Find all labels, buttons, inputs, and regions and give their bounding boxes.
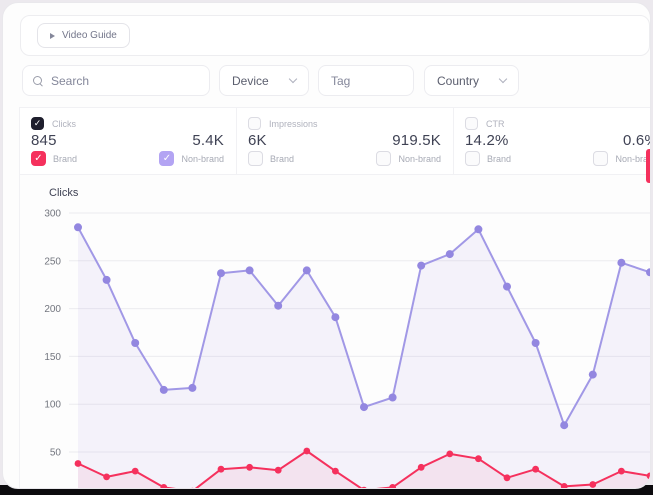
chart-title: Clicks xyxy=(49,187,79,199)
backdrop-bottom-strip xyxy=(0,485,653,495)
svg-text:50: 50 xyxy=(50,448,62,459)
play-icon xyxy=(50,32,55,39)
brand-checkbox[interactable] xyxy=(248,151,263,166)
nonbrand-label: Non-brand xyxy=(181,153,224,164)
svg-text:200: 200 xyxy=(44,304,61,315)
metric-card-ctr: CTR 14.2% 0.6% Brand Non-brand xyxy=(454,108,650,174)
svg-text:300: 300 xyxy=(44,209,61,220)
clicks-metric-checkbox[interactable] xyxy=(31,117,44,130)
brand-value: 14.2% xyxy=(465,132,509,149)
video-guide-label: Video Guide xyxy=(62,30,117,41)
brand-checkbox[interactable] xyxy=(31,151,46,166)
nonbrand-checkbox[interactable] xyxy=(593,151,609,166)
video-guide-card: Video Guide xyxy=(20,15,650,56)
metric-title: CTR xyxy=(486,118,505,129)
svg-text:150: 150 xyxy=(44,352,61,363)
device-select-label: Device xyxy=(232,73,269,88)
brand-value: 6K xyxy=(248,132,267,149)
nonbrand-checkbox[interactable] xyxy=(159,151,175,166)
nonbrand-label: Non-brand xyxy=(615,153,650,164)
nonbrand-value: 919.5K xyxy=(392,132,441,149)
app-window: Video Guide Device Country Clicks 845 5.… xyxy=(2,2,651,489)
ctr-metric-checkbox[interactable] xyxy=(465,117,478,130)
nonbrand-value: 0.6% xyxy=(623,132,650,149)
brand-label: Brand xyxy=(487,153,512,164)
country-select-label: Country xyxy=(437,73,480,88)
tag-input-wrapper xyxy=(318,65,414,96)
search-input[interactable] xyxy=(51,73,199,88)
search-icon xyxy=(33,75,43,86)
nonbrand-value: 5.4K xyxy=(192,132,224,149)
brand-checkbox[interactable] xyxy=(465,151,480,166)
brand-value: 845 xyxy=(31,132,57,149)
impressions-metric-checkbox[interactable] xyxy=(248,117,261,130)
metric-title: Clicks xyxy=(52,118,76,129)
video-guide-button[interactable]: Video Guide xyxy=(37,23,130,48)
device-select[interactable]: Device xyxy=(219,65,309,96)
country-select[interactable]: Country xyxy=(424,65,519,96)
svg-text:250: 250 xyxy=(44,256,61,267)
tag-input[interactable] xyxy=(331,73,401,88)
metrics-row: Clicks 845 5.4K Brand Non-brand Impr xyxy=(19,107,650,175)
clicks-line-chart[interactable]: 300 250 200 150 100 50 xyxy=(3,3,651,489)
metric-title: Impressions xyxy=(269,118,318,129)
search-input-wrapper xyxy=(22,65,210,96)
chart-card-left-border xyxy=(19,175,20,488)
nonbrand-checkbox[interactable] xyxy=(376,151,392,166)
metric-card-impressions: Impressions 6K 919.5K Brand Non-brand xyxy=(237,108,454,174)
brand-label: Brand xyxy=(53,153,78,164)
metric-card-clicks: Clicks 845 5.4K Brand Non-brand xyxy=(20,108,237,174)
nonbrand-label: Non-brand xyxy=(398,153,441,164)
brand-label: Brand xyxy=(270,153,295,164)
svg-text:100: 100 xyxy=(44,400,61,411)
edge-accent-sliver[interactable] xyxy=(646,149,650,183)
